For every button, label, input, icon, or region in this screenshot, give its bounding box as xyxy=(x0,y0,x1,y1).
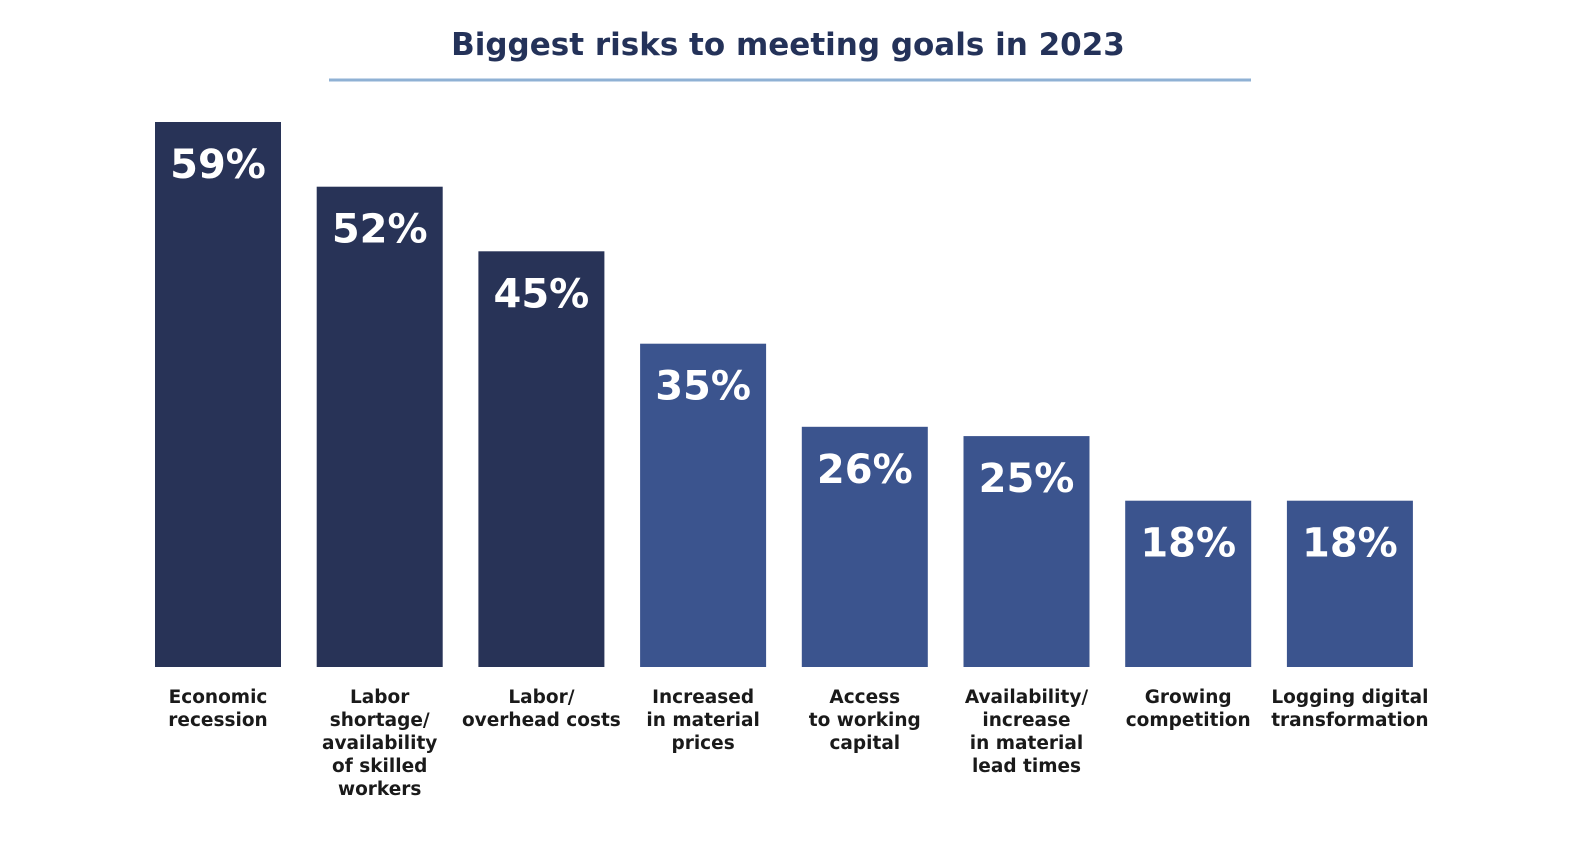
category-label-line: of skilled xyxy=(332,756,427,777)
category-label-line: Access xyxy=(829,687,900,708)
category-label-line: Labor/ xyxy=(508,687,574,708)
bar-7 xyxy=(1125,500,1252,667)
bar-value-label-8: 18% xyxy=(1302,521,1398,567)
bar-3 xyxy=(478,251,605,668)
bar-value-label-7: 18% xyxy=(1140,521,1236,567)
category-label-line: recession xyxy=(168,710,267,731)
category-label-line: Logging digital xyxy=(1271,687,1428,708)
category-label-line: transformation xyxy=(1271,710,1428,731)
bar-2 xyxy=(316,186,443,667)
bar-value-label-6: 25% xyxy=(979,456,1075,502)
category-label-line: to working xyxy=(809,710,921,731)
category-label-line: availability xyxy=(322,733,437,754)
category-label-2: Labor shortage/availability of skilled work… xyxy=(322,687,437,800)
category-label-line: Growing xyxy=(1145,687,1232,708)
category-label-line: capital xyxy=(829,733,900,754)
category-label-3: Labor/overhead costs xyxy=(462,687,621,731)
bar-value-label-2: 52% xyxy=(332,207,428,253)
category-label-line: lead times xyxy=(972,756,1081,777)
bar-value-label-5: 26% xyxy=(817,447,913,493)
category-label-5: Access to working capital xyxy=(809,687,921,754)
bar-8 xyxy=(1286,500,1413,667)
category-label-line: Economic xyxy=(169,687,268,708)
category-labels-group: Economic recession Labor shortage/availabil… xyxy=(168,687,1428,800)
category-label-7: Growing competition xyxy=(1126,687,1251,731)
bars-group: 59% 52% 45% 35% 26% 25% 18% 18% xyxy=(155,122,1413,668)
bar-6 xyxy=(963,436,1090,667)
bar-5 xyxy=(801,426,928,667)
bar-1 xyxy=(155,122,281,667)
category-label-line: competition xyxy=(1126,710,1251,731)
category-label-line: overhead costs xyxy=(462,710,621,731)
category-label-line: workers xyxy=(338,779,421,800)
category-label-1: Economic recession xyxy=(168,687,267,731)
category-label-line: in material xyxy=(970,733,1083,754)
chart-title: Biggest risks to meeting goals in 2023 xyxy=(451,27,1125,63)
category-label-8: Logging digital transformation xyxy=(1271,687,1428,731)
bar-value-label-3: 45% xyxy=(494,271,590,317)
category-label-line: Availability/ xyxy=(965,687,1089,708)
category-label-4: Increased in material prices xyxy=(646,687,759,754)
category-label-line: Increased xyxy=(652,687,754,708)
category-label-line: prices xyxy=(671,733,734,754)
category-label-6: Availability/increase in material lead tim… xyxy=(965,687,1089,777)
bar-value-label-1: 59% xyxy=(170,142,266,188)
category-label-line: Labor xyxy=(350,687,410,708)
bar-value-label-4: 35% xyxy=(655,364,751,410)
category-label-line: shortage/ xyxy=(330,710,430,731)
bar-4 xyxy=(640,343,767,667)
category-label-line: increase xyxy=(982,710,1070,731)
category-label-line: in material xyxy=(646,710,759,731)
